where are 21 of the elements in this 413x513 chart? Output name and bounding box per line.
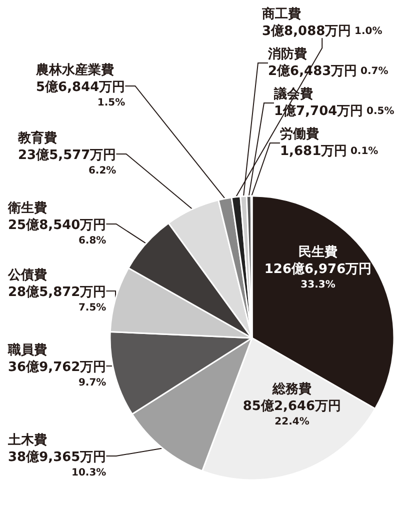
slice-label: 公債費 xyxy=(7,268,47,283)
data-label: 23億5,577万円 6.2% xyxy=(18,147,116,176)
slice-label: 労働費 xyxy=(280,126,319,142)
data-label: 126億6,976万円 33.3% xyxy=(264,261,372,290)
slice-label: 農林水産業費 xyxy=(35,62,114,78)
data-label: 3億8,088万円 1.0% xyxy=(262,23,382,39)
slice-label: 衛生費 xyxy=(7,201,47,216)
slice-label: 総務費 xyxy=(272,382,312,397)
data-label: 28億5,872万円 7.5% xyxy=(8,284,106,314)
slice-label: 土木費 xyxy=(7,433,47,448)
data-label: 85億2,646万円 22.4% xyxy=(242,398,342,428)
slice-label: 教育費 xyxy=(17,130,57,146)
slice-label: 消防費 xyxy=(267,46,307,62)
slice-label: 民生費 xyxy=(298,245,338,260)
data-label: 1,681万円 0.1% xyxy=(280,144,378,159)
data-label: 5億6,844万円 1.5% xyxy=(36,79,126,108)
data-label: 25億8,540万円 6.8% xyxy=(8,217,106,246)
slice-label: 職員費 xyxy=(7,342,47,358)
slice-label: 商工費 xyxy=(261,6,301,22)
data-label: 36億9,762万円 9.7% xyxy=(8,359,106,388)
data-label: 38億9,365万円 10.3% xyxy=(8,449,106,478)
